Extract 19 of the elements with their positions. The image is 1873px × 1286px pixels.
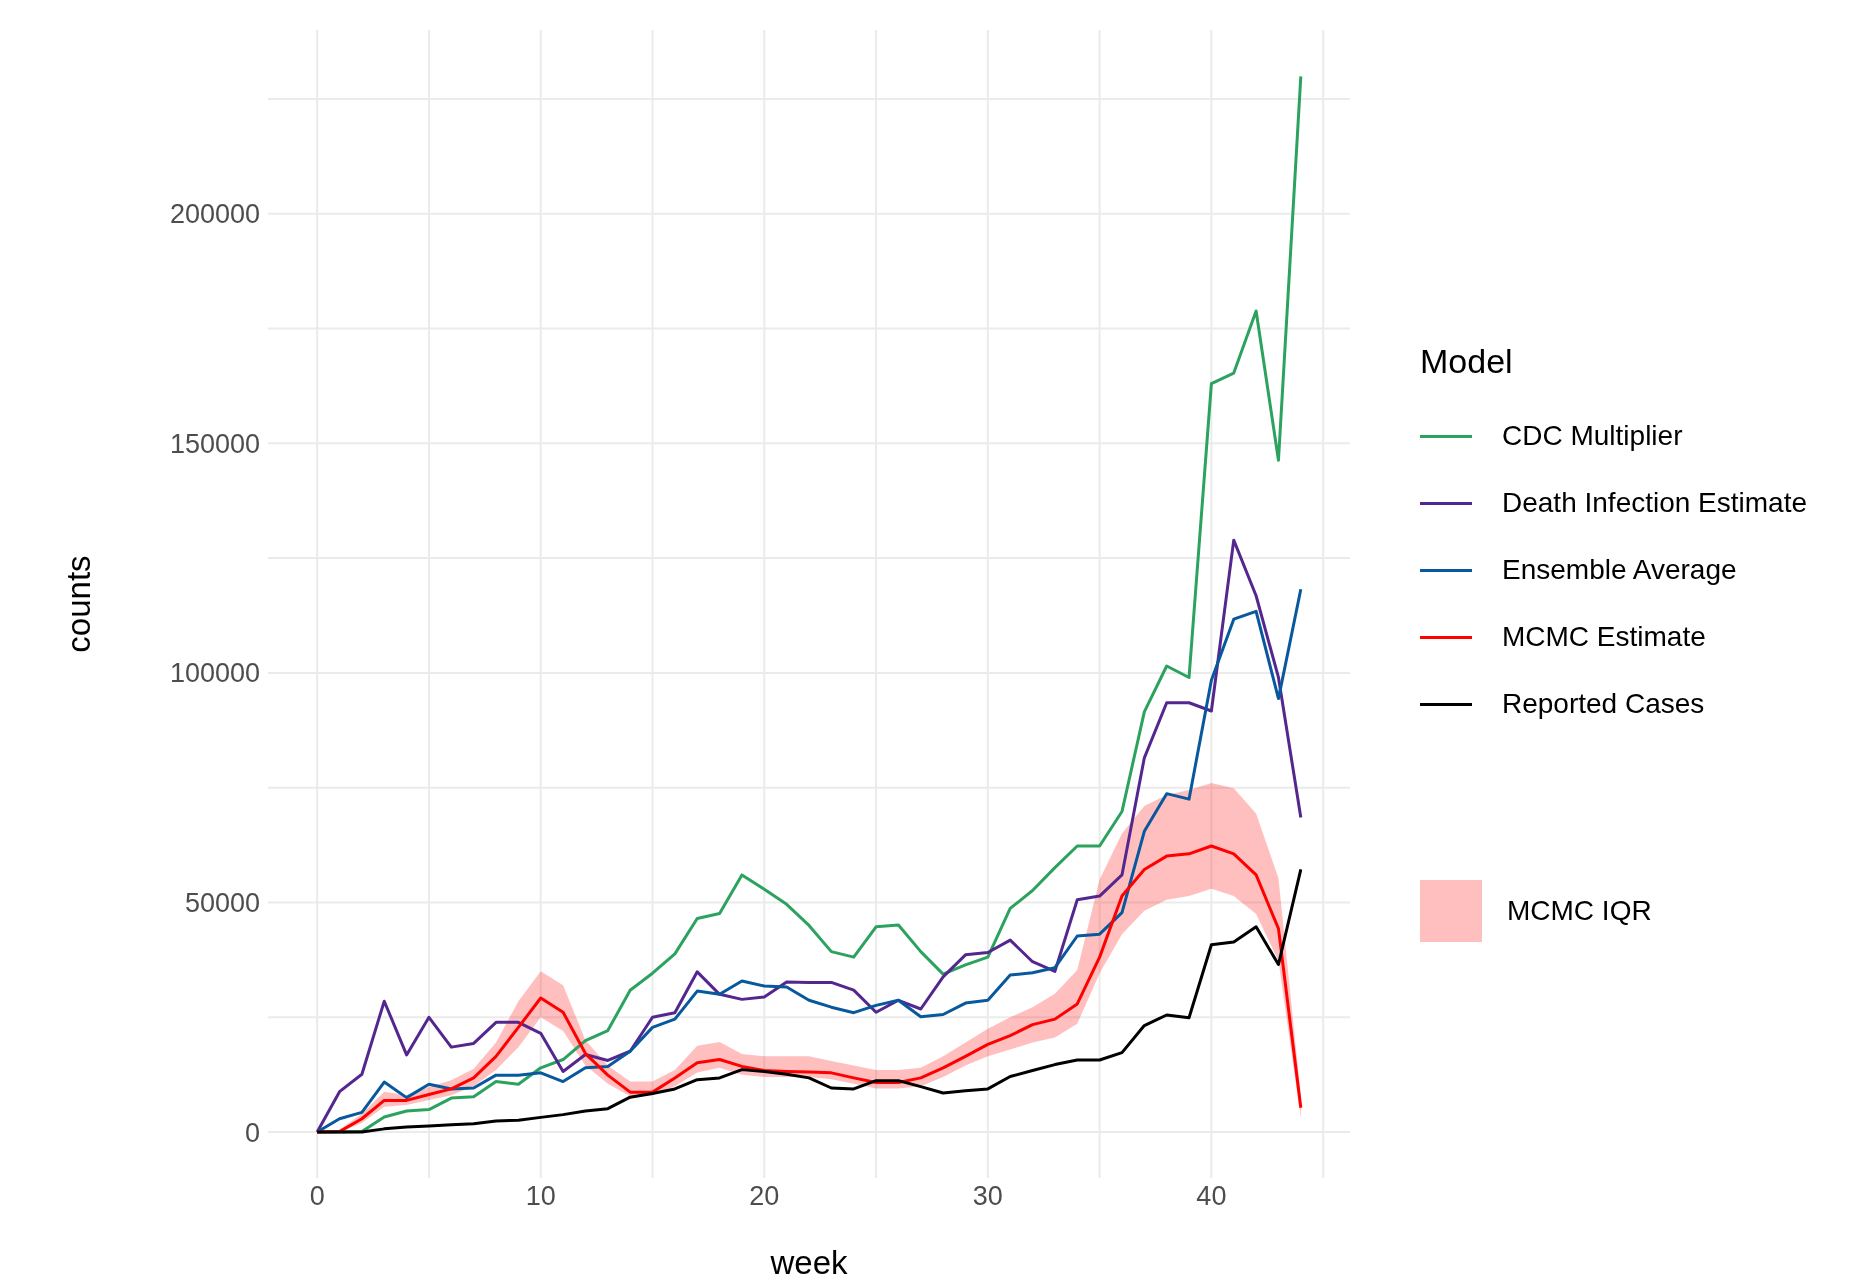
x-tick-label: 0 xyxy=(309,1181,325,1212)
y-tick-label: 200000 xyxy=(169,199,260,230)
legend-label: Death Infection Estimate xyxy=(1502,487,1808,519)
legend-label: Ensemble Average xyxy=(1502,554,1737,586)
x-tick-label: 20 xyxy=(749,1181,780,1212)
y-tick-label: 150000 xyxy=(169,428,260,459)
y-axis-title: counts xyxy=(59,555,97,653)
x-tick-label: 40 xyxy=(1196,1181,1227,1212)
x-axis-title: week xyxy=(769,1244,849,1281)
legend-label: MCMC Estimate xyxy=(1502,621,1706,653)
y-tick-label: 50000 xyxy=(184,888,260,919)
y-tick-label: 100000 xyxy=(169,658,260,689)
legend-title: Model xyxy=(1420,341,1514,381)
x-tick-label: 10 xyxy=(525,1181,556,1212)
text: MCMC IQR xyxy=(1507,895,1652,927)
x-tick-label: 30 xyxy=(972,1181,1003,1212)
legend-label: Reported Cases xyxy=(1502,688,1705,720)
legend-label: CDC Multiplier xyxy=(1502,420,1683,452)
y-tick-label: 0 xyxy=(244,1117,260,1148)
